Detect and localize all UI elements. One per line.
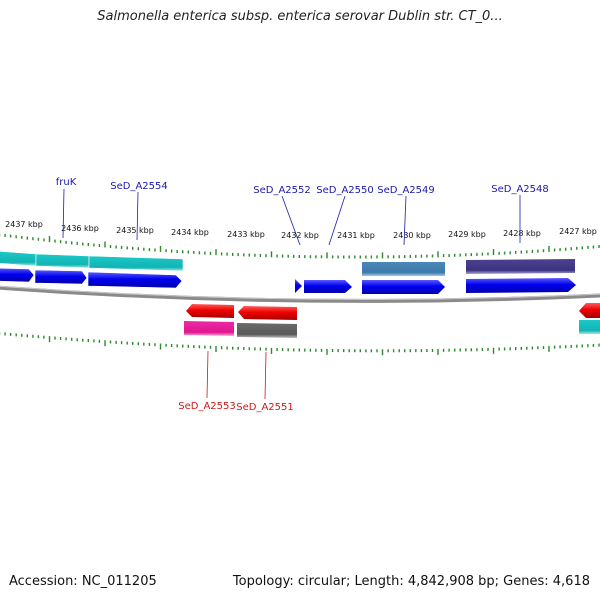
- cds-arrow-forward[interactable]: [466, 278, 576, 293]
- reverse-gene-labels: SeD_A2553 SeD_A2551: [178, 350, 294, 413]
- cds-arrow-forward[interactable]: [295, 279, 302, 293]
- ruler-label: 2434 kbp: [171, 228, 209, 237]
- genome-backbone: [0, 285, 600, 303]
- feature-track-outer: [0, 251, 575, 276]
- genome-summary-text: Topology: circular; Length: 4,842,908 bp…: [232, 574, 590, 589]
- label-leader-line: [62, 188, 65, 239]
- cds-arrow-reverse[interactable]: [579, 303, 600, 318]
- cds-arrow-forward[interactable]: [34, 269, 88, 285]
- label-leader-line: [206, 350, 209, 399]
- gene-label-forward[interactable]: SeD_A2552: [253, 185, 311, 196]
- gene-label-forward[interactable]: SeD_A2548: [491, 184, 549, 195]
- gene-label-reverse[interactable]: SeD_A2551: [236, 402, 294, 413]
- ruler-label: 2435 kbp: [116, 226, 154, 235]
- feature-block-indigo[interactable]: [466, 259, 575, 274]
- gene-label-forward[interactable]: fruK: [56, 177, 77, 188]
- feature-block-magenta[interactable]: [184, 321, 234, 336]
- map-title: Salmonella enterica subsp. enterica sero…: [97, 9, 503, 24]
- cds-arrow-forward[interactable]: [0, 267, 35, 283]
- feature-block-teal[interactable]: [579, 320, 600, 334]
- feature-block-teal[interactable]: [0, 251, 37, 267]
- label-leader-line: [264, 351, 267, 400]
- feature-block-teal[interactable]: [88, 255, 184, 272]
- feature-track-inner: [184, 320, 600, 338]
- forward-cds-track: [0, 267, 576, 294]
- ruler-labels: 2437 kbp 2436 kbp 2435 kbp 2434 kbp 2433…: [5, 220, 597, 240]
- cds-arrow-reverse[interactable]: [238, 306, 297, 320]
- ruler-label: 2428 kbp: [503, 229, 541, 238]
- label-leader-line: [328, 195, 346, 246]
- ruler-label: 2433 kbp: [227, 230, 265, 239]
- gene-label-reverse[interactable]: SeD_A2553: [178, 401, 236, 412]
- label-leader-line: [136, 191, 139, 241]
- accession-text: Accession: NC_011205: [9, 574, 157, 589]
- genome-backbone-highlight: [0, 285, 600, 301]
- ruler-label: 2437 kbp: [5, 220, 43, 229]
- cds-arrow-forward[interactable]: [304, 280, 352, 293]
- ruler-label: 2432 kbp: [281, 231, 319, 240]
- cds-arrow-forward[interactable]: [87, 271, 183, 289]
- label-leader-line: [281, 195, 301, 246]
- ruler-label: 2427 kbp: [559, 227, 597, 236]
- feature-block-teal[interactable]: [35, 253, 90, 269]
- label-leader-line: [403, 195, 407, 246]
- gene-label-forward[interactable]: SeD_A2554: [110, 181, 168, 192]
- forward-gene-labels: fruK SeD_A2554 SeD_A2552 SeD_A2550 SeD_A…: [56, 177, 549, 246]
- feature-block-gray[interactable]: [237, 323, 297, 338]
- feature-block-steel[interactable]: [362, 262, 445, 276]
- gene-label-forward[interactable]: SeD_A2550: [316, 185, 374, 196]
- cds-arrow-forward[interactable]: [362, 280, 445, 294]
- ruler-label: 2430 kbp: [393, 231, 431, 240]
- inner-tick-track: [0, 331, 600, 356]
- reverse-cds-track: [186, 303, 600, 320]
- ruler-label: 2431 kbp: [337, 231, 375, 240]
- outer-tick-track: [0, 233, 600, 259]
- ruler-label: 2436 kbp: [61, 224, 99, 233]
- gene-label-forward[interactable]: SeD_A2549: [377, 185, 435, 196]
- cds-arrow-reverse[interactable]: [186, 304, 234, 318]
- ruler-label: 2429 kbp: [448, 230, 486, 239]
